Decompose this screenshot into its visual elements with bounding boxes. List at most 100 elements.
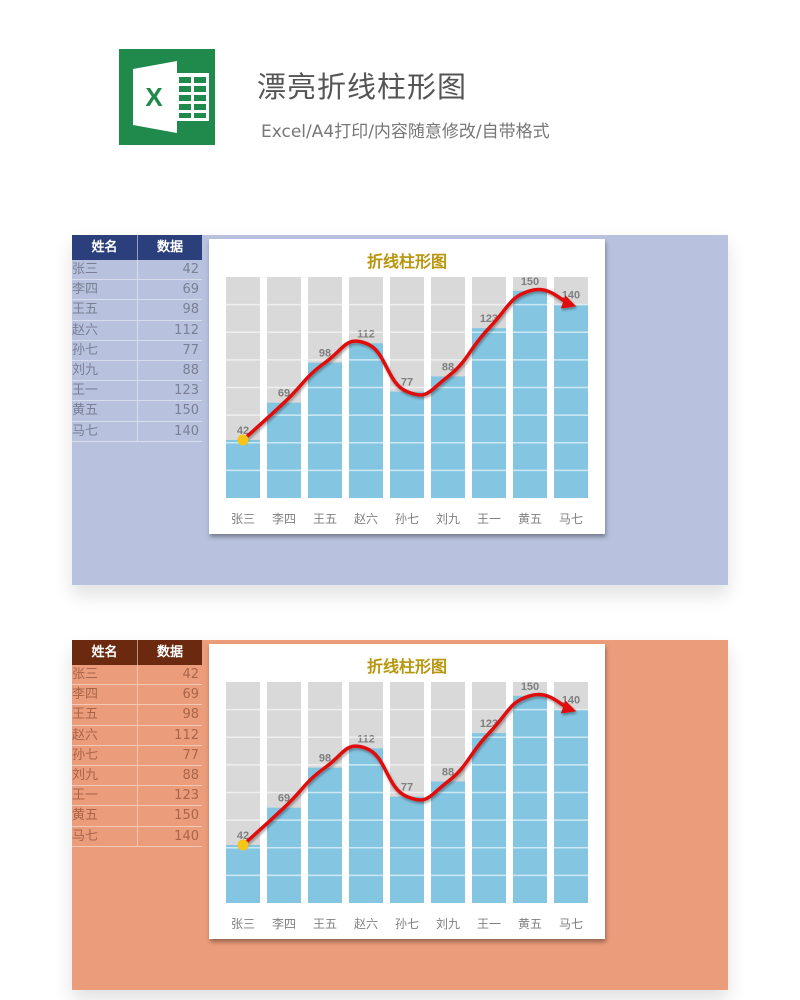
cell-value[interactable]: 123 bbox=[137, 786, 202, 806]
data-bar[interactable] bbox=[472, 733, 506, 903]
cell-value[interactable]: 112 bbox=[137, 320, 202, 340]
cell-value[interactable]: 69 bbox=[137, 685, 202, 705]
data-bar[interactable] bbox=[554, 709, 588, 903]
cell-name[interactable]: 王五 bbox=[72, 707, 99, 723]
cell-name[interactable]: 赵六 bbox=[72, 322, 99, 338]
cell-name[interactable]: 李四 bbox=[72, 282, 99, 298]
excel-logo: X bbox=[119, 49, 215, 145]
data-label: 112 bbox=[357, 328, 375, 340]
cell-value[interactable]: 140 bbox=[137, 421, 202, 441]
table-row: 马七 140 bbox=[72, 421, 202, 442]
cell-name[interactable]: 张三 bbox=[72, 667, 99, 682]
category-label: 张三 bbox=[231, 512, 255, 526]
cell-value[interactable]: 112 bbox=[137, 725, 202, 745]
table-row: 王一 123 bbox=[72, 381, 202, 402]
data-bar[interactable] bbox=[226, 439, 260, 498]
start-marker bbox=[237, 839, 249, 851]
table-row: 王五 98 bbox=[72, 705, 202, 726]
data-bar[interactable] bbox=[390, 796, 424, 903]
table-row: 孙七 77 bbox=[72, 340, 202, 361]
cell-name[interactable]: 王五 bbox=[72, 302, 99, 318]
data-bar[interactable] bbox=[431, 781, 465, 903]
data-bar[interactable] bbox=[513, 695, 547, 903]
table-row: 黄五 150 bbox=[72, 806, 202, 827]
chart-title: 折线柱形图 bbox=[366, 657, 447, 676]
cell-name[interactable]: 王一 bbox=[72, 788, 99, 804]
cell-value[interactable]: 42 bbox=[137, 260, 202, 280]
category-label: 王五 bbox=[313, 917, 337, 931]
table-header: 姓名 数据 bbox=[72, 235, 202, 260]
cell-name[interactable]: 刘九 bbox=[72, 362, 99, 378]
cell-value[interactable]: 69 bbox=[137, 280, 202, 300]
cell-value[interactable]: 88 bbox=[137, 765, 202, 786]
column-header: 数据 bbox=[137, 235, 202, 260]
category-label: 马七 bbox=[559, 512, 583, 526]
cell-value[interactable]: 77 bbox=[137, 745, 202, 765]
cell-name[interactable]: 孙七 bbox=[72, 342, 99, 358]
table-row: 王五 98 bbox=[72, 300, 202, 321]
column-header: 数据 bbox=[137, 640, 202, 665]
excel-icon: X bbox=[133, 61, 209, 133]
data-bar[interactable] bbox=[472, 328, 506, 498]
table-row: 孙七 77 bbox=[72, 745, 202, 766]
chart-card: 折线柱形图 42 张三 69 李四 98 王五 112 赵六 77 孙七 88 刘九 123 王一 150 黄… bbox=[209, 239, 605, 534]
table-row: 黄五 150 bbox=[72, 401, 202, 422]
cell-name[interactable]: 王一 bbox=[72, 383, 99, 399]
cell-value[interactable]: 123 bbox=[137, 381, 202, 401]
cell-value[interactable]: 77 bbox=[137, 340, 202, 360]
chart-title: 折线柱形图 bbox=[366, 252, 447, 271]
data-bar[interactable] bbox=[267, 402, 301, 498]
data-bar[interactable] bbox=[390, 391, 424, 498]
data-bar[interactable] bbox=[554, 304, 588, 498]
page-subtitle: Excel/A4打印/内容随意修改/自带格式 bbox=[261, 122, 550, 142]
data-bar[interactable] bbox=[349, 748, 383, 903]
category-label: 王五 bbox=[313, 512, 337, 526]
cell-value[interactable]: 88 bbox=[137, 360, 202, 381]
cell-value[interactable]: 150 bbox=[137, 806, 202, 826]
cell-name[interactable]: 刘九 bbox=[72, 767, 99, 783]
table-row: 张三 42 bbox=[72, 665, 202, 686]
category-label: 孙七 bbox=[395, 512, 419, 526]
data-bar[interactable] bbox=[226, 844, 260, 903]
category-label: 王一 bbox=[477, 917, 501, 931]
table-row: 赵六 112 bbox=[72, 725, 202, 746]
cell-name[interactable]: 马七 bbox=[72, 423, 99, 439]
data-table: 姓名 数据 张三 42 李四 69 王五 98 赵六 112 孙七 77 刘九 8… bbox=[72, 235, 202, 442]
cell-value[interactable]: 42 bbox=[137, 665, 202, 685]
trend-line bbox=[241, 692, 577, 847]
data-label: 77 bbox=[401, 782, 413, 794]
data-bar[interactable] bbox=[513, 290, 547, 498]
table-row: 张三 42 bbox=[72, 260, 202, 281]
data-bar[interactable] bbox=[308, 767, 342, 903]
data-bar[interactable] bbox=[267, 807, 301, 903]
cell-name[interactable]: 黄五 bbox=[72, 403, 99, 419]
cell-name[interactable]: 孙七 bbox=[72, 747, 99, 763]
cell-name[interactable]: 马七 bbox=[72, 828, 99, 844]
category-label: 李四 bbox=[272, 511, 296, 526]
cell-value[interactable]: 150 bbox=[137, 401, 202, 421]
data-label: 150 bbox=[521, 681, 539, 693]
table-row: 刘九 88 bbox=[72, 765, 202, 787]
cell-name[interactable]: 黄五 bbox=[72, 808, 99, 824]
category-label: 王一 bbox=[477, 512, 501, 526]
cell-name[interactable]: 赵六 bbox=[72, 727, 99, 743]
cell-value[interactable]: 98 bbox=[137, 300, 202, 320]
data-label: 112 bbox=[357, 733, 375, 745]
category-label: 赵六 bbox=[354, 512, 378, 526]
cell-value[interactable]: 98 bbox=[137, 705, 202, 725]
chart-panel-orange: 姓名 数据 张三 42 李四 69 王五 98 赵六 112 孙七 77 刘九 8… bbox=[72, 640, 728, 990]
table-row: 赵六 112 bbox=[72, 320, 202, 341]
data-bar[interactable] bbox=[308, 362, 342, 498]
category-label: 刘九 bbox=[436, 917, 460, 931]
data-bar[interactable] bbox=[431, 376, 465, 498]
chart-card: 折线柱形图 42 张三 69 李四 98 王五 112 赵六 77 孙七 88 刘九 123 王一 150 黄… bbox=[209, 644, 605, 939]
data-bar[interactable] bbox=[349, 343, 383, 498]
cell-name[interactable]: 张三 bbox=[72, 262, 99, 277]
category-label: 孙七 bbox=[395, 917, 419, 931]
cell-name[interactable]: 李四 bbox=[72, 687, 99, 703]
column-header: 姓名 bbox=[72, 235, 137, 260]
cell-value[interactable]: 140 bbox=[137, 826, 202, 846]
table-row: 李四 69 bbox=[72, 685, 202, 706]
